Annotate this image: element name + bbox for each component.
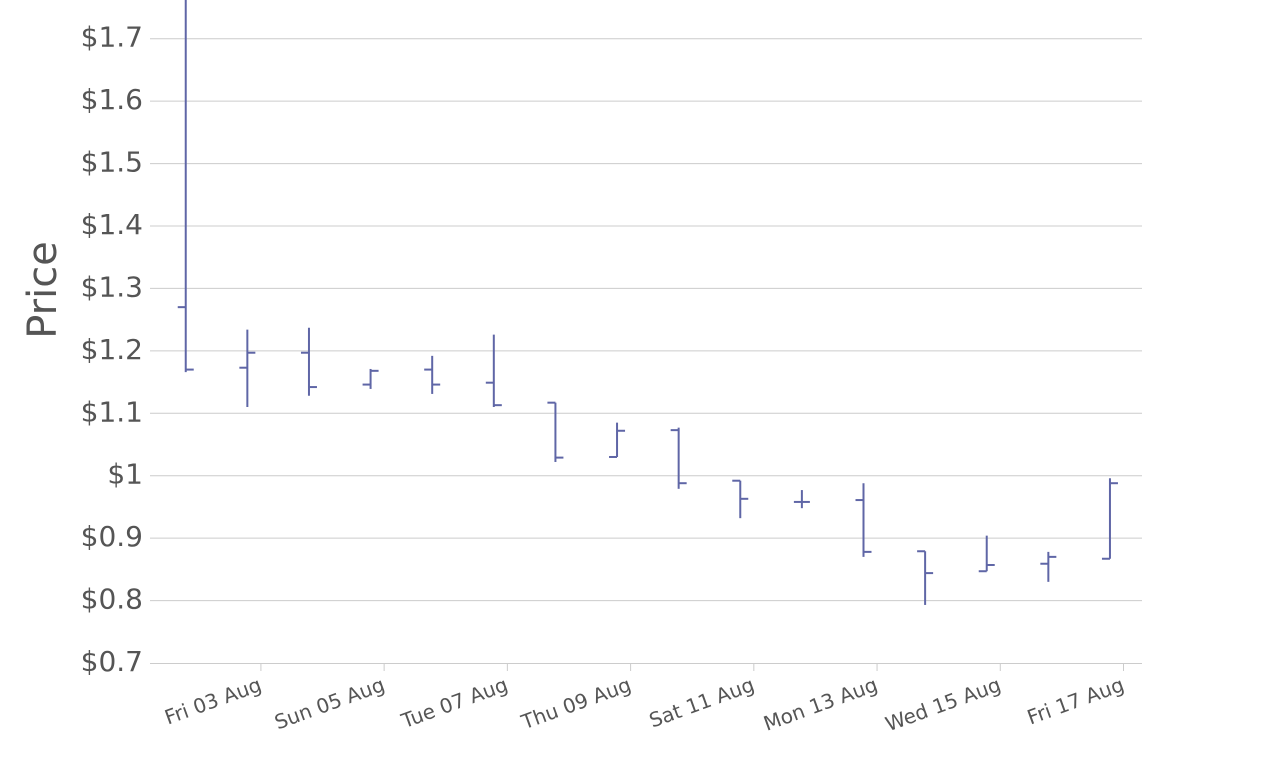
- x-tick-label: Tue 07 Aug: [397, 672, 511, 733]
- x-tick-label: Sun 05 Aug: [271, 672, 388, 734]
- x-tick-label: Mon 13 Aug: [760, 672, 880, 735]
- x-tick-label: Wed 15 Aug: [882, 672, 1004, 736]
- x-tick-label: Fri 17 Aug: [1024, 672, 1127, 729]
- y-tick-label: $1: [107, 458, 143, 491]
- x-tick-label: Fri 03 Aug: [161, 672, 264, 729]
- y-tick-label: $1.4: [81, 208, 143, 241]
- y-tick-label: $1.7: [81, 21, 143, 54]
- y-tick-label: $1.1: [81, 395, 143, 428]
- y-tick-label: $1.3: [81, 270, 143, 303]
- y-axis-title: Price: [20, 241, 66, 339]
- y-tick-label: $1.6: [81, 83, 143, 116]
- y-tick-label: $1.5: [81, 146, 143, 179]
- y-tick-label: $0.7: [81, 645, 143, 678]
- y-tick-label: $0.8: [81, 583, 143, 616]
- x-tick-label: Sat 11 Aug: [646, 672, 758, 732]
- y-tick-label: $0.9: [81, 520, 143, 553]
- x-tick-label: Thu 09 Aug: [517, 672, 634, 734]
- y-tick-label: $1.2: [81, 333, 143, 366]
